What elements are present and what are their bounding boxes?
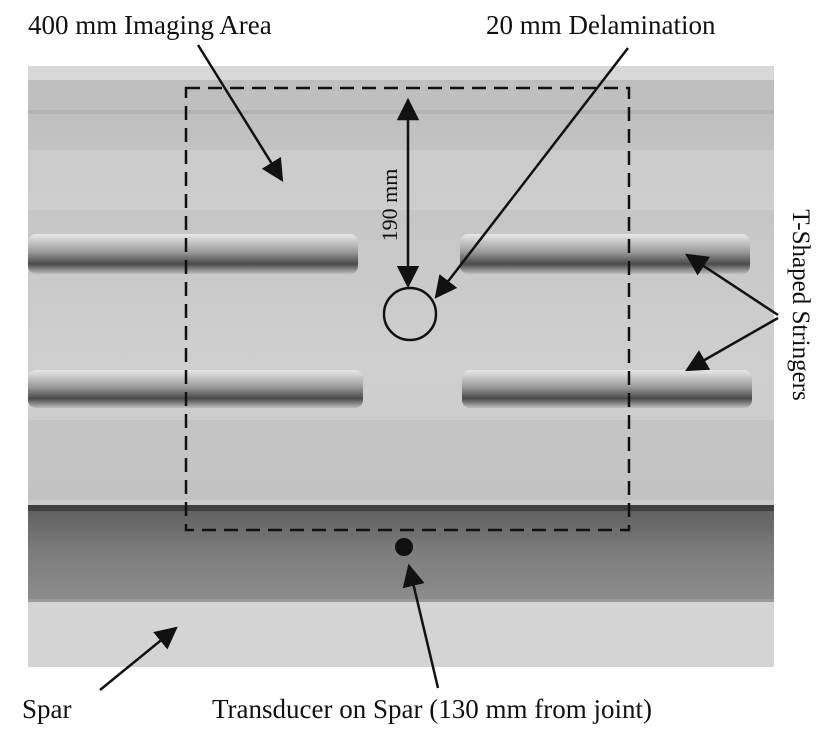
transducer-arrow [402, 563, 440, 689]
spar-arrow [99, 626, 178, 691]
stringer-arrow-lower [685, 316, 779, 372]
transducer-label: Transducer on Spar (130 mm from joint) [212, 694, 652, 724]
imaging-area-label: 400 mm Imaging Area [28, 10, 272, 40]
delamination-label: 20 mm Delamination [486, 10, 716, 40]
transducer-dot [395, 538, 413, 556]
stringer-lower-right [462, 370, 752, 408]
stringer-arrow-upper [685, 253, 779, 317]
stringer-upper-right [460, 234, 750, 274]
imaging-area-box [184, 86, 631, 532]
dimension-label: 190 mm [377, 169, 402, 242]
imaging-area-arrow [196, 44, 284, 182]
delamination-arrow [434, 47, 629, 299]
leader-arrows [99, 44, 779, 691]
spar-label: Spar [22, 694, 72, 724]
stringers [28, 234, 752, 408]
stringer-lower-left [28, 370, 363, 408]
photo-panel [28, 66, 774, 667]
stringer-upper-left [28, 234, 358, 274]
delamination-circle [382, 286, 438, 342]
stringers-label: T-Shaped Stringers [787, 209, 814, 400]
